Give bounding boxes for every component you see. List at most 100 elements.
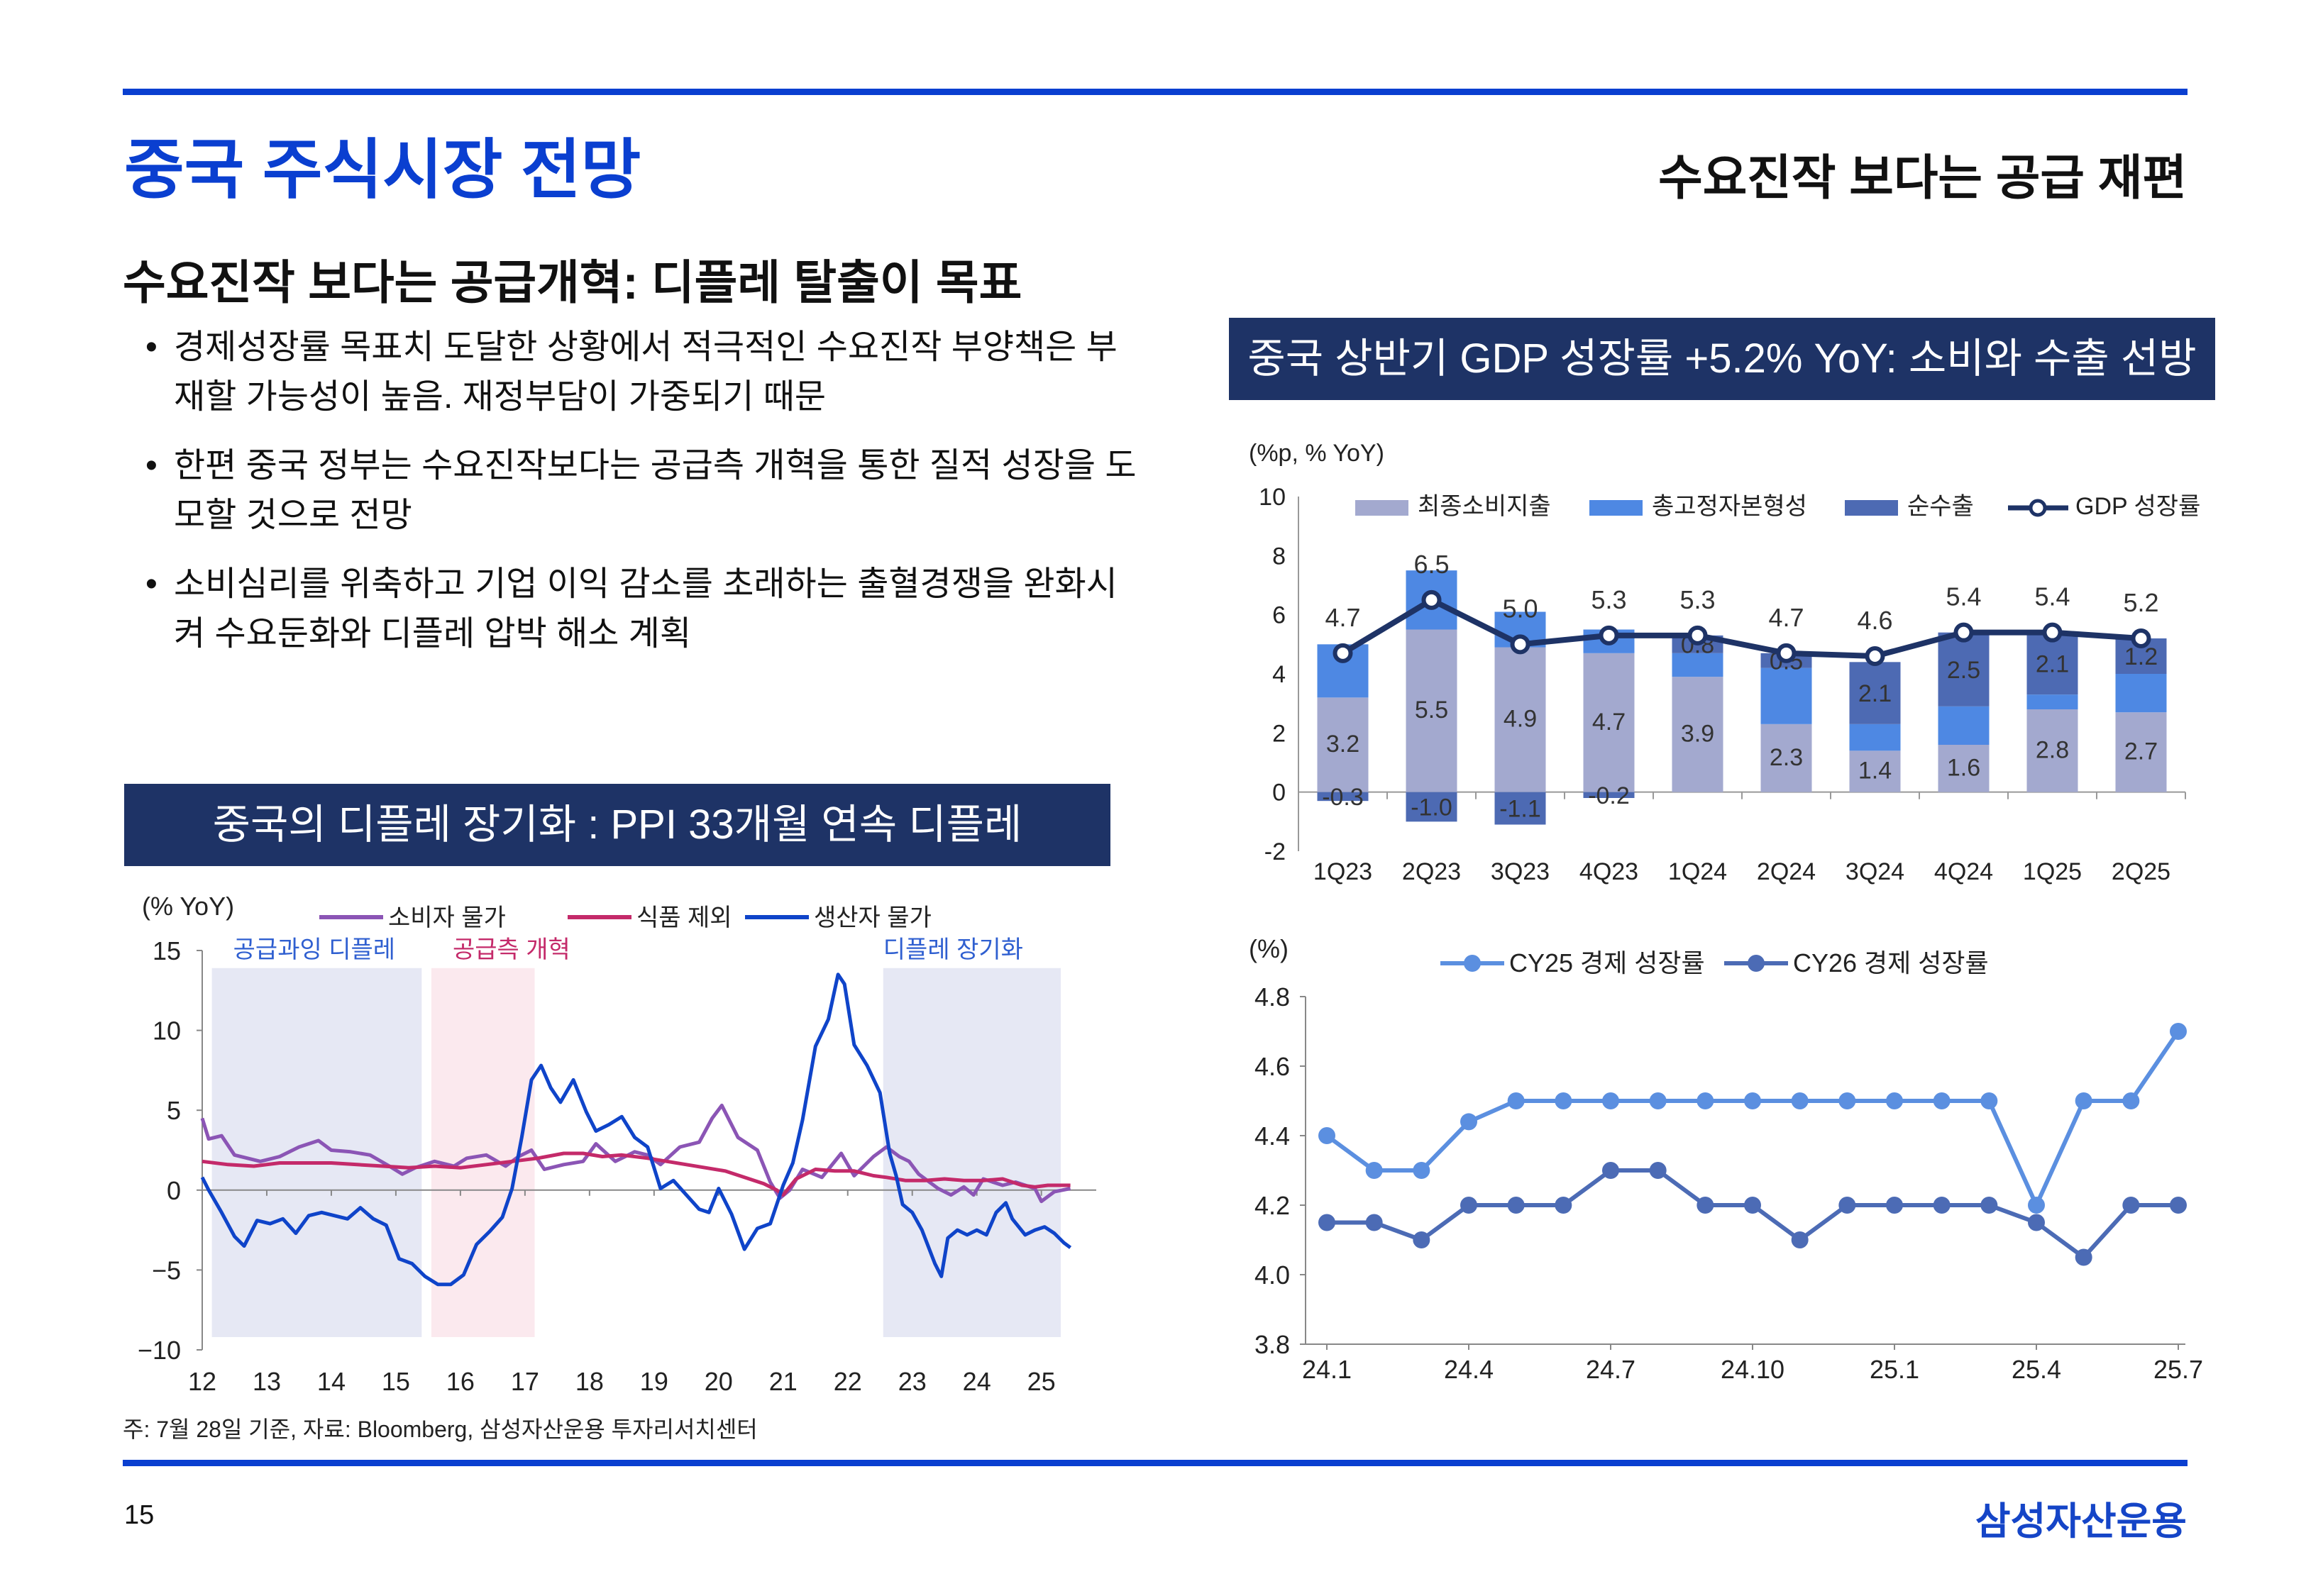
ppi-chart-title: 중국의 디플레 장기화 : PPI 33개월 연속 디플레 xyxy=(124,784,1110,866)
forecast-x-tick: 25.4 xyxy=(2012,1355,2061,1384)
gdp-bar-segment xyxy=(1760,724,1812,792)
forecast-point xyxy=(1744,1092,1761,1109)
forecast-point xyxy=(1838,1092,1856,1109)
forecast-x-tick: 24.10 xyxy=(1721,1355,1784,1384)
gdp-bar-label: 4.7 xyxy=(1592,709,1626,736)
gdp-growth-label: 6.5 xyxy=(1413,550,1449,579)
forecast-point xyxy=(1933,1092,1951,1109)
forecast-x-tick: 24.4 xyxy=(1444,1355,1494,1384)
forecast-x-tick: 24.7 xyxy=(1586,1355,1635,1384)
forecast-point xyxy=(1744,1197,1761,1214)
gdp-growth-label: 4.6 xyxy=(1857,606,1892,635)
ppi-region-label: 공급과잉 디플레 xyxy=(233,936,395,963)
top-rule xyxy=(123,89,2188,95)
forecast-point xyxy=(2075,1248,2092,1266)
forecast-point xyxy=(1791,1092,1809,1109)
gdp-growth-label: 5.3 xyxy=(1591,585,1626,614)
gdp-bar-label: -0.2 xyxy=(1588,782,1630,809)
gdp-growth-point xyxy=(2131,628,2151,648)
ppi-x-tick: 21 xyxy=(769,1367,798,1396)
forecast-point xyxy=(2170,1197,2187,1214)
gdp-bar-label: 3.9 xyxy=(1681,720,1714,747)
ppi-cpi-chart: (% YoY) 공급과잉 디플레 공급측 개혁 디플레 장기화 15 10 5 0 −5 −1… xyxy=(138,892,1096,1396)
gdp-bar-label: 2.5 xyxy=(1947,657,1980,684)
ppi-series-line xyxy=(200,1103,1071,1204)
gdp-bar-segment xyxy=(1406,629,1457,792)
gdp-growth-point xyxy=(1333,643,1353,663)
forecast-unit-label: (%) xyxy=(1249,934,1289,963)
gdp-bar-label: 2.1 xyxy=(2036,650,2069,677)
gdp-unit-label: (%p, % YoY) xyxy=(1249,440,1384,467)
gdp-bar-segment xyxy=(1317,697,1369,792)
ppi-x-tick: 13 xyxy=(253,1367,281,1396)
gdp-chart-title: 중국 상반기 GDP 성장률 +5.2% YoY: 소비와 수출 선방 xyxy=(1229,318,2215,400)
ppi-region-label: 디플레 장기화 xyxy=(883,936,1023,963)
forecast-point xyxy=(2075,1092,2092,1109)
ppi-region-label: 공급측 개혁 xyxy=(453,936,570,963)
forecast-legend-label: CY25 경제 성장률 xyxy=(1509,948,1705,977)
gdp-bar-segment xyxy=(1672,677,1723,792)
gdp-y-tick: 2 xyxy=(1272,720,1286,747)
gdp-bar-segment xyxy=(2115,712,2167,792)
forecast-y-tick: 4.8 xyxy=(1254,982,1290,1012)
ppi-x-tick: 12 xyxy=(188,1367,216,1396)
forecast-y-tick: 4.6 xyxy=(1254,1052,1290,1081)
forecast-point xyxy=(2028,1214,2045,1231)
gdp-bar-segment xyxy=(2026,632,2078,695)
gdp-bar-label: 1.6 xyxy=(1947,754,1980,781)
bottom-rule xyxy=(123,1460,2188,1466)
ppi-unit-label: (% YoY) xyxy=(142,892,234,921)
bullet-item: 경제성장률 목표치 도달한 상황에서 적극적인 수요진작 부양책은 부재할 가능… xyxy=(145,323,1139,422)
gdp-bar-segment xyxy=(1672,653,1723,677)
forecast-point xyxy=(1555,1092,1572,1109)
gdp-growth-label: 4.7 xyxy=(1325,603,1360,632)
page-number: 15 xyxy=(124,1500,155,1530)
gdp-axis: 10 8 6 4 2 0 -2 1Q23 2Q23 3Q23 4Q23 1Q24 2Q24 3Q24 4Q2… xyxy=(1259,484,2186,885)
gdp-bar-segment xyxy=(1494,792,1546,825)
ppi-x-tick: 15 xyxy=(382,1367,410,1396)
gdp-bar-segment xyxy=(1849,662,1901,724)
ppi-x-tick: 23 xyxy=(898,1367,927,1396)
forecast-y-tick: 4.2 xyxy=(1254,1191,1290,1220)
gdp-growth-label: 5.4 xyxy=(2034,582,2070,611)
forecast-point xyxy=(1980,1092,1998,1109)
gdp-x-tick: 4Q24 xyxy=(1934,858,1993,885)
forecast-point xyxy=(1555,1197,1572,1214)
gdp-legend-swatch xyxy=(1589,500,1643,516)
ppi-x-tick: 16 xyxy=(446,1367,475,1396)
gdp-growth-label: 4.7 xyxy=(1768,603,1804,632)
forecast-point xyxy=(1318,1214,1335,1231)
gdp-growth-point xyxy=(1599,625,1619,645)
gdp-x-tick: 2Q25 xyxy=(2112,858,2170,885)
forecast-y-tick: 3.8 xyxy=(1254,1330,1290,1359)
ppi-shaded-region xyxy=(883,968,1061,1337)
gdp-legend-marker xyxy=(2029,499,2047,517)
gdp-legend: 최종소비지출 총고정자본형성 순수출 GDP 성장률 xyxy=(1355,493,2200,520)
gdp-x-tick: 3Q24 xyxy=(1846,858,1904,885)
forecast-x-tick: 25.1 xyxy=(1870,1355,1919,1384)
gdp-growth-label: 5.2 xyxy=(2123,588,2158,617)
gdp-bar-label: 5.5 xyxy=(1415,697,1448,724)
gdp-bar-label: -1.1 xyxy=(1499,796,1541,823)
ppi-x-tick: 17 xyxy=(511,1367,539,1396)
gdp-bar-label: 2.8 xyxy=(2036,736,2069,763)
forecast-point xyxy=(1886,1092,1903,1109)
gdp-legend-swatch xyxy=(1355,500,1408,516)
forecast-y-tick: 4.4 xyxy=(1254,1121,1290,1151)
forecast-legend-label: CY26 경제 성장률 xyxy=(1793,948,1989,977)
forecast-point xyxy=(1933,1197,1951,1214)
gdp-bar-label: 1.4 xyxy=(1858,758,1892,785)
forecast-point xyxy=(1649,1162,1667,1179)
gdp-bar-segment xyxy=(1760,667,1812,724)
gdp-growth-point xyxy=(2042,622,2063,643)
gdp-growth-point xyxy=(1865,646,1885,666)
gdp-bar-label: -1.0 xyxy=(1411,794,1452,821)
gdp-legend-label: 총고정자본형성 xyxy=(1652,493,1807,520)
gdp-growth-point xyxy=(1510,634,1530,655)
gdp-y-tick: 4 xyxy=(1272,661,1286,688)
gdp-growth-point xyxy=(1953,622,1974,643)
gdp-growth-point xyxy=(1421,589,1442,610)
gdp-y-tick: 10 xyxy=(1259,484,1286,511)
forecast-point xyxy=(1980,1197,1998,1214)
ppi-y-tick: −5 xyxy=(152,1256,181,1285)
